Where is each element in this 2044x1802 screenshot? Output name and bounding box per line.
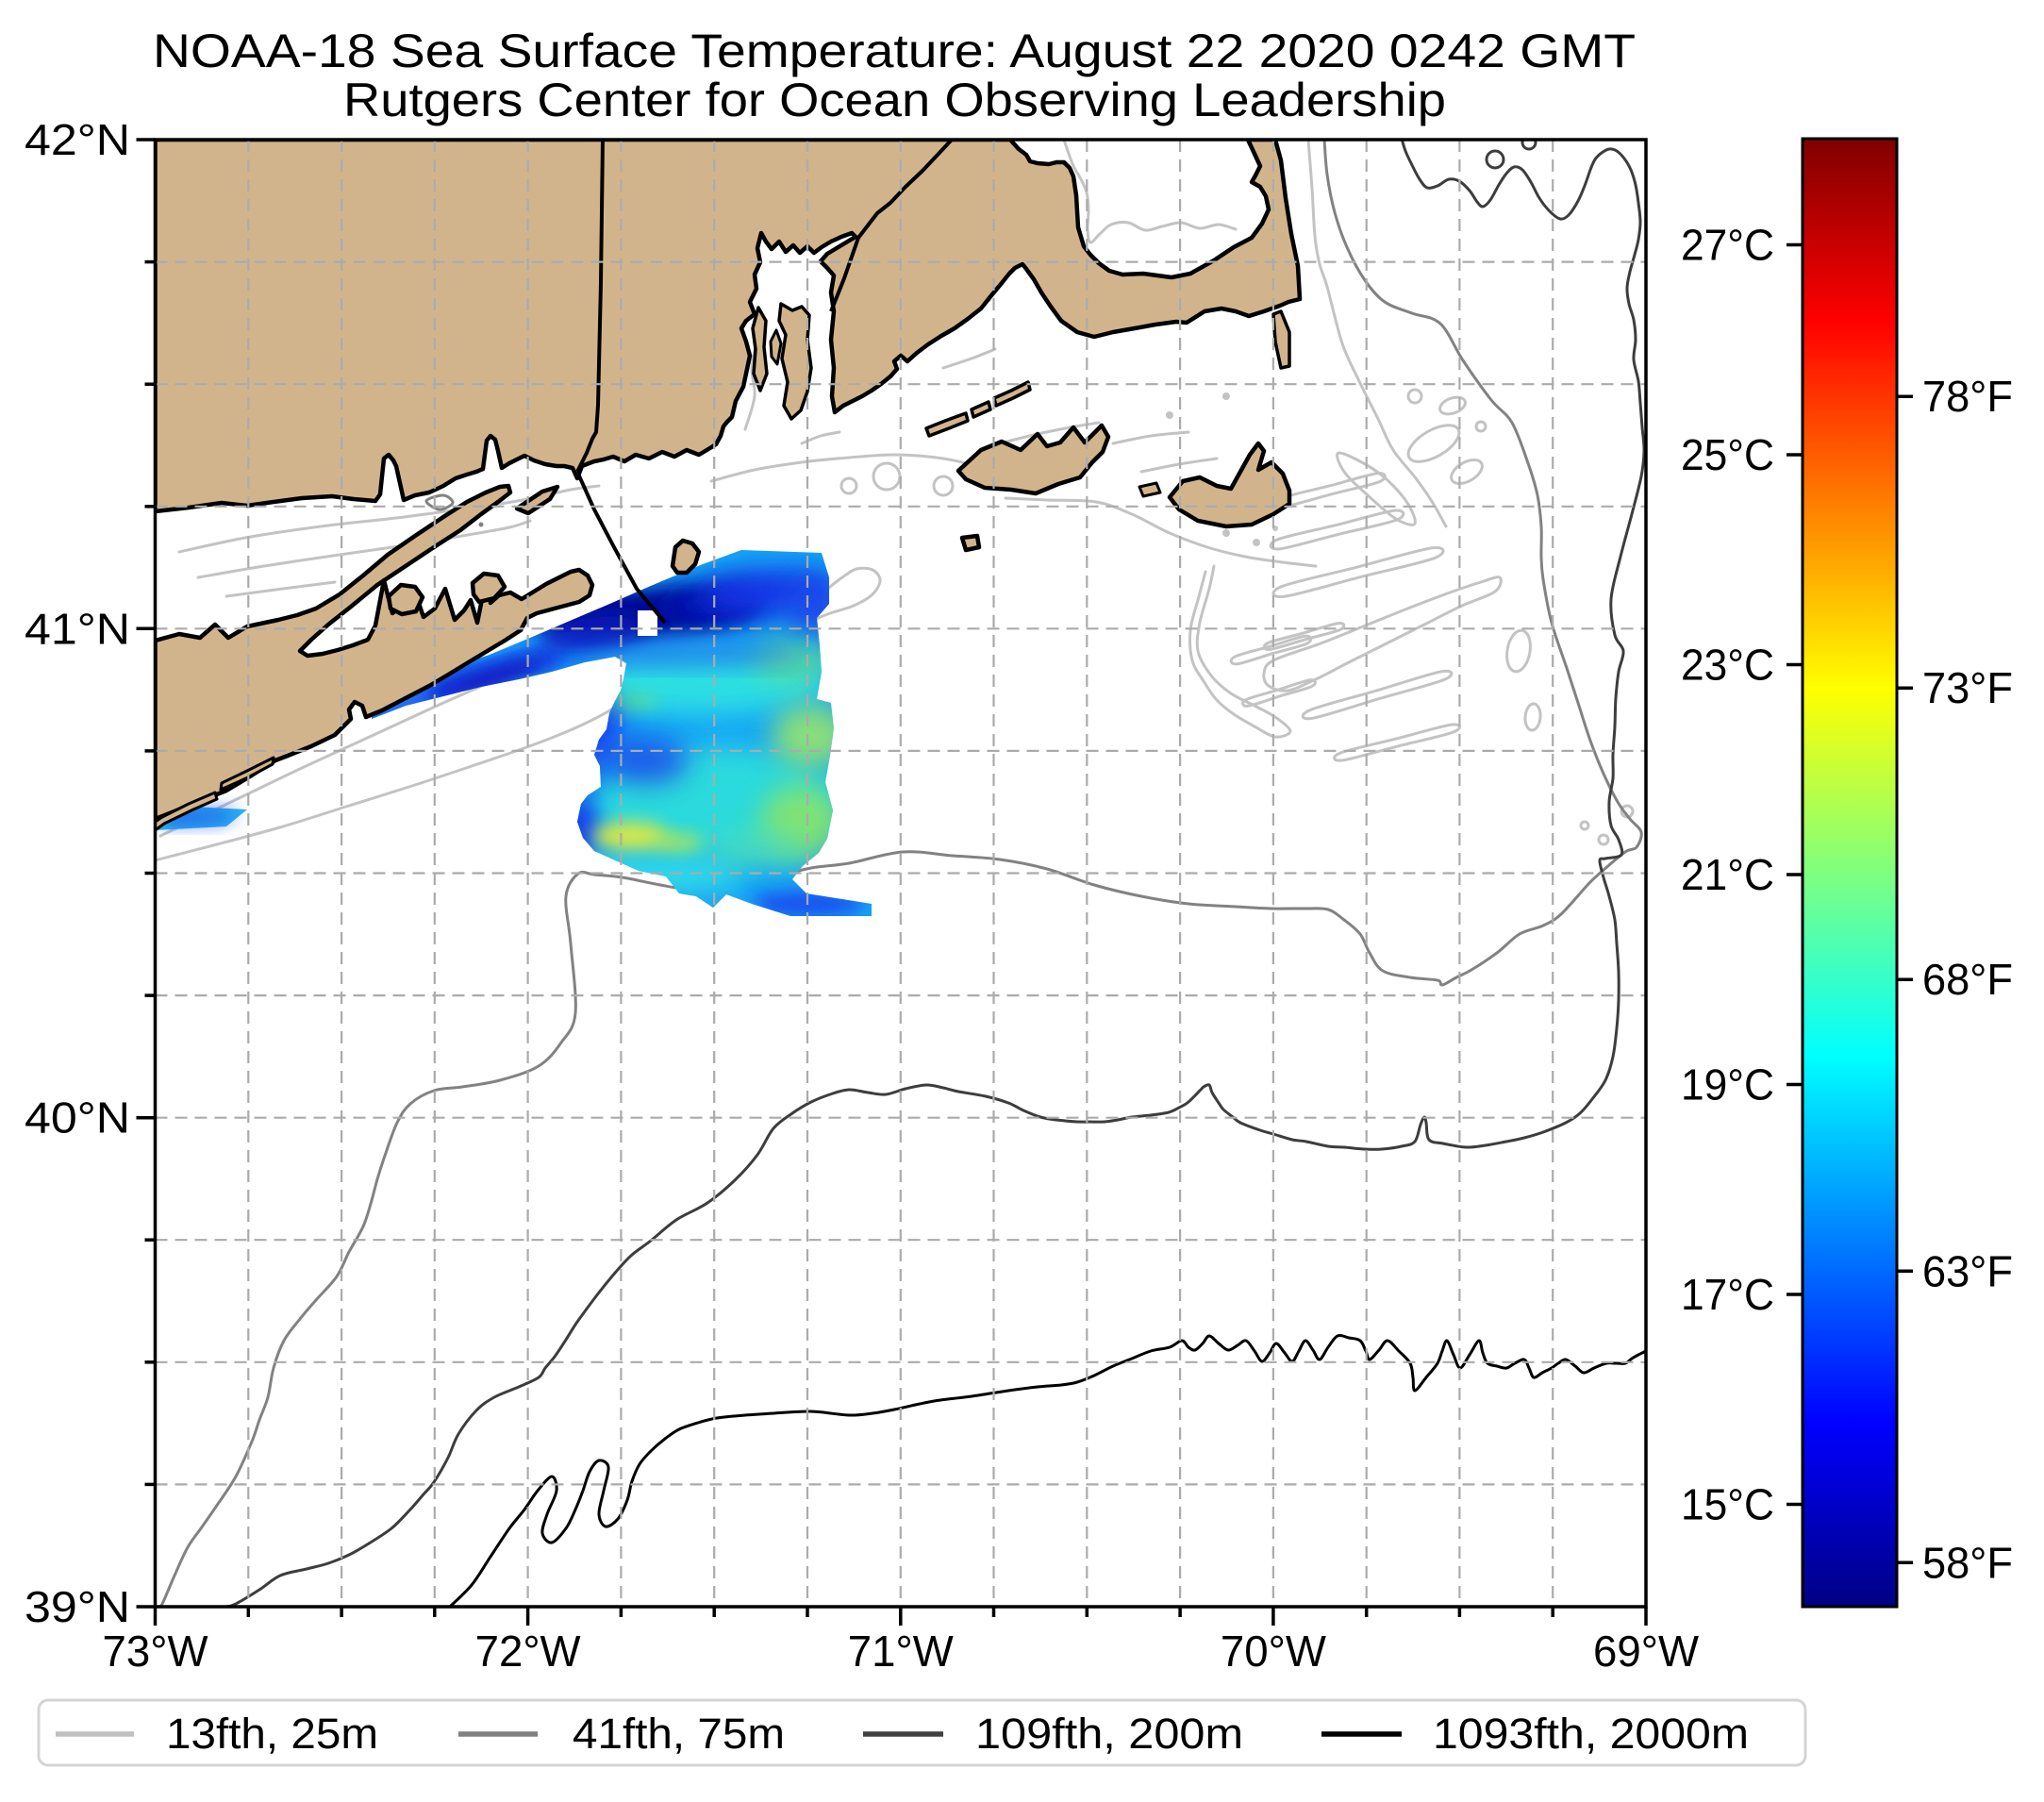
svg-text:73°F: 73°F	[1922, 663, 2013, 712]
svg-text:41fth, 75m: 41fth, 75m	[573, 1710, 785, 1758]
svg-text:42°N: 42°N	[25, 115, 130, 164]
svg-text:78°F: 78°F	[1922, 372, 2013, 421]
svg-text:1093fth, 2000m: 1093fth, 2000m	[1433, 1710, 1749, 1758]
svg-text:Rutgers Center for Ocean Obser: Rutgers Center for Ocean Observing Leade…	[343, 74, 1446, 126]
svg-text:72°W: 72°W	[475, 1627, 582, 1676]
svg-text:73°W: 73°W	[103, 1627, 209, 1676]
svg-text:27°C: 27°C	[1681, 221, 1774, 270]
svg-text:40°N: 40°N	[25, 1093, 130, 1143]
svg-text:70°W: 70°W	[1221, 1627, 1327, 1676]
svg-text:71°W: 71°W	[848, 1627, 955, 1676]
svg-text:23°C: 23°C	[1681, 641, 1774, 690]
svg-text:17°C: 17°C	[1681, 1270, 1774, 1319]
svg-text:109fth, 200m: 109fth, 200m	[975, 1710, 1243, 1758]
svg-text:15°C: 15°C	[1681, 1480, 1774, 1529]
svg-text:19°C: 19°C	[1681, 1060, 1774, 1110]
svg-text:68°F: 68°F	[1922, 955, 2013, 1004]
svg-text:39°N: 39°N	[25, 1582, 130, 1631]
svg-text:NOAA-18 Sea Surface Temperatur: NOAA-18 Sea Surface Temperature: August …	[153, 25, 1636, 77]
svg-text:63°F: 63°F	[1922, 1246, 2013, 1295]
svg-text:69°W: 69°W	[1593, 1627, 1700, 1676]
svg-text:21°C: 21°C	[1681, 850, 1774, 899]
svg-text:25°C: 25°C	[1681, 430, 1774, 479]
svg-text:41°N: 41°N	[25, 604, 130, 653]
svg-text:13fth, 25m: 13fth, 25m	[166, 1710, 378, 1758]
svg-text:58°F: 58°F	[1922, 1538, 2013, 1587]
